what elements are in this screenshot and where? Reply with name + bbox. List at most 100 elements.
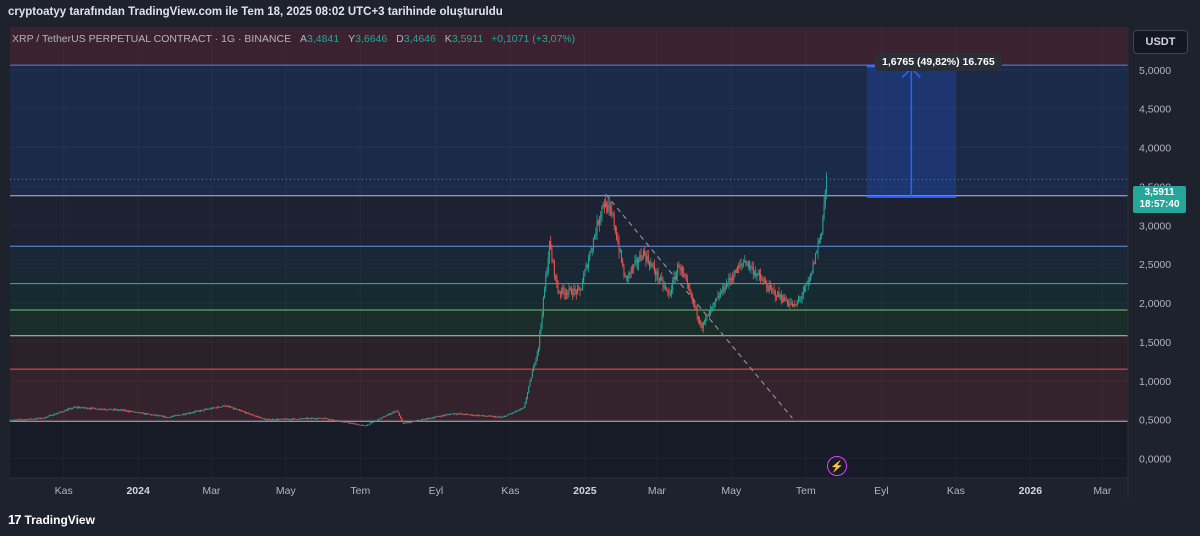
candle-body: [269, 419, 271, 421]
candle-body: [556, 275, 558, 286]
candle-body: [58, 412, 60, 414]
candle-body: [702, 322, 704, 329]
candle-body: [530, 377, 532, 382]
candle-body: [514, 411, 516, 413]
candle-body: [279, 418, 281, 420]
candle-body: [461, 413, 463, 415]
candle-body: [275, 419, 277, 420]
candle-body: [324, 418, 326, 419]
candle-body: [611, 209, 613, 215]
candle-body: [182, 414, 184, 415]
candle-body: [68, 408, 70, 410]
candle-body: [152, 414, 154, 416]
high-label: Y: [348, 33, 356, 45]
candle-body: [9, 420, 11, 422]
candle-body: [507, 414, 509, 416]
candle-body: [191, 412, 193, 414]
candle-body: [118, 410, 120, 411]
price-range-measure[interactable]: [866, 65, 956, 198]
candle-body: [807, 281, 809, 284]
candle-body: [639, 254, 641, 262]
candle-body: [348, 422, 350, 424]
candle-body: [113, 409, 115, 410]
candle-body: [276, 419, 278, 420]
candle-body: [170, 416, 172, 418]
candle-body: [516, 410, 518, 412]
candle-body: [10, 420, 12, 422]
candle-body: [197, 410, 199, 412]
lightning-icon[interactable]: ⚡: [827, 456, 847, 476]
candle-body: [336, 420, 338, 422]
trendline[interactable]: [605, 193, 793, 419]
candle-body: [337, 420, 339, 422]
candle-body: [749, 262, 751, 268]
candle-body: [588, 259, 590, 268]
candle-body: [22, 419, 24, 421]
candle-body: [669, 293, 671, 295]
candle-body: [342, 421, 344, 423]
candle-body: [740, 264, 742, 266]
candle-body: [184, 414, 186, 416]
candle-body: [666, 288, 668, 291]
candle-body: [38, 417, 40, 419]
candle-body: [579, 287, 581, 291]
y-tick-label: 1,0000: [1139, 376, 1171, 388]
zone-band-8: [10, 421, 1128, 478]
x-tick-label: 2024: [126, 485, 150, 497]
candle-body: [116, 409, 118, 411]
candle-body: [257, 416, 259, 418]
candle-body: [229, 406, 231, 408]
candle-body: [752, 267, 754, 275]
symbol-title[interactable]: XRP / TetherUS PERPETUAL CONTRACT · 1G ·…: [12, 33, 292, 45]
candle-body: [446, 414, 448, 416]
candle-body: [110, 408, 112, 410]
candle-body: [37, 418, 39, 419]
candle-body: [357, 424, 359, 426]
candle-body: [129, 411, 131, 412]
candle-body: [498, 416, 500, 418]
currency-button[interactable]: USDT: [1133, 30, 1188, 54]
candle-body: [574, 288, 576, 291]
candle-body: [206, 409, 208, 410]
candle-body: [312, 418, 314, 420]
zone-band-2: [10, 195, 1128, 247]
candle-body: [605, 202, 607, 208]
candle-body: [724, 288, 726, 291]
candle-body: [258, 416, 260, 418]
descending-trendline[interactable]: [605, 193, 793, 419]
candle-body: [102, 409, 104, 410]
zone-band-1: [10, 65, 1128, 196]
candle-body: [616, 232, 618, 240]
horizontal-levels[interactable]: [10, 64, 1128, 422]
candle-body: [797, 299, 799, 302]
candle-body: [559, 292, 561, 294]
candle-body: [88, 408, 90, 410]
x-tick-label: May: [276, 485, 297, 497]
candle-body: [711, 307, 713, 310]
candle-body: [479, 415, 481, 417]
candle-body: [230, 407, 232, 408]
candle-body: [390, 413, 392, 415]
candle-body: [645, 254, 647, 261]
close-value: 3,5911: [451, 33, 484, 45]
candle-body: [487, 415, 489, 417]
candle-body: [210, 408, 212, 410]
candle-body: [529, 381, 531, 387]
candle-body: [147, 413, 149, 415]
candle-body: [408, 422, 410, 423]
candle-body: [548, 241, 550, 259]
candle-body: [186, 413, 188, 415]
candle-body: [591, 248, 593, 252]
current-price-badge: 3,5911 18:57:40: [1133, 186, 1186, 213]
candle-body: [463, 414, 465, 416]
candle-body: [27, 419, 29, 420]
candle-body: [763, 280, 765, 282]
candle-body: [25, 419, 27, 421]
candle-body: [794, 304, 796, 306]
candle-body: [391, 412, 393, 414]
candle-body: [307, 418, 309, 419]
candle-body: [227, 406, 229, 407]
candle-body: [418, 420, 420, 422]
candle-body: [370, 422, 372, 424]
